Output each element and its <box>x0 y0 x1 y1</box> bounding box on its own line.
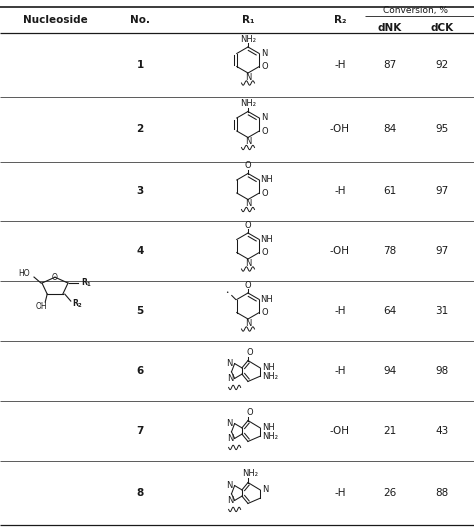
Text: O: O <box>262 308 269 317</box>
Text: No.: No. <box>130 15 150 25</box>
Text: N: N <box>228 374 234 383</box>
Text: 84: 84 <box>383 125 397 135</box>
Text: 95: 95 <box>436 125 448 135</box>
Text: N: N <box>245 199 251 208</box>
Text: N: N <box>245 319 251 328</box>
Text: N: N <box>228 434 234 443</box>
Text: 92: 92 <box>436 60 448 70</box>
Text: 43: 43 <box>436 426 448 436</box>
Text: O: O <box>262 127 269 136</box>
Text: O: O <box>245 161 251 170</box>
Text: Nucleoside: Nucleoside <box>23 15 87 25</box>
Text: 97: 97 <box>436 187 448 197</box>
Text: O: O <box>262 248 269 257</box>
Text: 98: 98 <box>436 366 448 376</box>
Text: NH: NH <box>260 175 273 184</box>
Text: O: O <box>246 348 253 357</box>
Text: 1: 1 <box>137 60 144 70</box>
Text: $\mathbf{R_1}$: $\mathbf{R_1}$ <box>82 277 92 289</box>
Text: N: N <box>245 137 251 146</box>
Text: N: N <box>227 419 233 428</box>
Text: 2: 2 <box>137 125 144 135</box>
Text: NH₂: NH₂ <box>240 34 256 43</box>
Text: O: O <box>245 220 251 229</box>
Text: -H: -H <box>334 488 346 498</box>
Text: dNK: dNK <box>378 23 402 33</box>
Text: -H: -H <box>334 306 346 316</box>
Text: 7: 7 <box>137 426 144 436</box>
Text: 4: 4 <box>137 246 144 256</box>
Text: 8: 8 <box>137 488 144 498</box>
Text: -OH: -OH <box>330 426 350 436</box>
Text: N: N <box>261 113 267 122</box>
Text: NH: NH <box>262 423 274 432</box>
Text: NH₂: NH₂ <box>262 432 278 441</box>
Text: R₁: R₁ <box>242 15 254 25</box>
Text: 31: 31 <box>436 306 448 316</box>
Text: •: • <box>225 290 228 295</box>
Text: 3: 3 <box>137 187 144 197</box>
Text: -H: -H <box>334 366 346 376</box>
Text: 88: 88 <box>436 488 448 498</box>
Text: $\mathbf{R_2}$: $\mathbf{R_2}$ <box>72 298 83 311</box>
Text: OH: OH <box>36 302 47 311</box>
Text: 94: 94 <box>383 366 397 376</box>
Text: O: O <box>52 273 58 282</box>
Text: 61: 61 <box>383 187 397 197</box>
Text: -H: -H <box>334 60 346 70</box>
Text: NH₂: NH₂ <box>240 99 256 108</box>
Text: NH₂: NH₂ <box>242 469 258 478</box>
Text: 5: 5 <box>137 306 144 316</box>
Text: -H: -H <box>334 187 346 197</box>
Text: R₂: R₂ <box>334 15 346 25</box>
Text: NH: NH <box>260 295 273 304</box>
Text: 87: 87 <box>383 60 397 70</box>
Text: dCK: dCK <box>430 23 454 33</box>
Text: 78: 78 <box>383 246 397 256</box>
Text: 97: 97 <box>436 246 448 256</box>
Text: -OH: -OH <box>330 246 350 256</box>
Text: N: N <box>262 485 268 494</box>
Text: -OH: -OH <box>330 125 350 135</box>
Text: 26: 26 <box>383 488 397 498</box>
Text: N: N <box>245 73 251 82</box>
Text: 6: 6 <box>137 366 144 376</box>
Text: N: N <box>261 49 267 58</box>
Text: O: O <box>262 189 269 198</box>
Text: Conversion, %: Conversion, % <box>383 5 448 14</box>
Text: N: N <box>228 496 234 505</box>
Text: N: N <box>245 259 251 268</box>
Text: N: N <box>227 359 233 368</box>
Text: NH: NH <box>260 235 273 244</box>
Text: 21: 21 <box>383 426 397 436</box>
Text: NH: NH <box>262 364 274 373</box>
Text: NH₂: NH₂ <box>262 372 278 381</box>
Text: N: N <box>227 481 233 490</box>
Text: O: O <box>245 280 251 289</box>
Text: O: O <box>262 62 269 71</box>
Text: HO: HO <box>18 269 30 278</box>
Text: O: O <box>246 408 253 417</box>
Text: 64: 64 <box>383 306 397 316</box>
